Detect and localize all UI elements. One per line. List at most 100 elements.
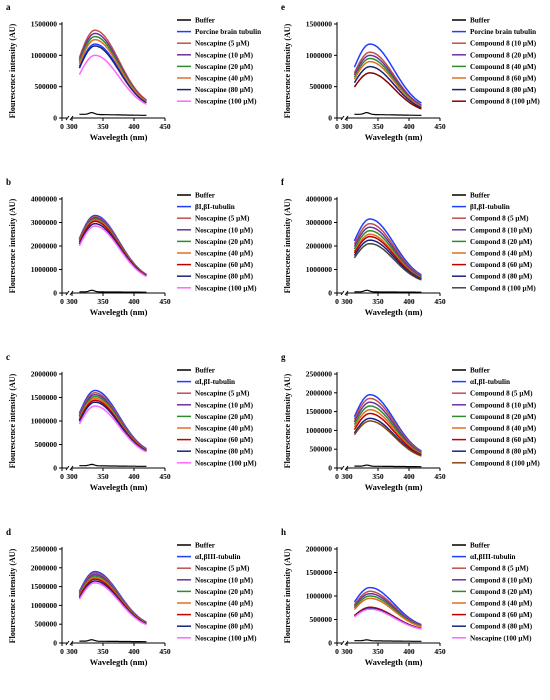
y-tick-label: 1500000 bbox=[31, 393, 58, 402]
legend-label: αI,βIII-tubulin bbox=[470, 553, 516, 561]
series-line bbox=[353, 226, 422, 278]
y-tick-label: 2000000 bbox=[306, 242, 333, 251]
y-tick-label: 1000000 bbox=[31, 417, 58, 426]
legend-label: Buffer bbox=[195, 542, 216, 550]
series-line bbox=[353, 235, 422, 280]
y-tick-label: 2500000 bbox=[31, 545, 58, 554]
legend-label: Noscapine (40 μM) bbox=[195, 425, 254, 433]
legend-label: Compond 8 (100 μM) bbox=[470, 284, 536, 292]
x-axis-break bbox=[65, 115, 70, 121]
x-tick-label: 300 bbox=[66, 472, 78, 481]
x-tick-label: 300 bbox=[341, 472, 353, 481]
y-tick-label: 1000000 bbox=[31, 601, 58, 610]
y-axis-label: Flourescence intensity (AU) bbox=[283, 548, 292, 643]
x-tick-label: 400 bbox=[128, 122, 140, 131]
x-tick-label: 400 bbox=[128, 297, 140, 306]
legend-label: Noscapine (40 μM) bbox=[195, 75, 254, 83]
series-line bbox=[353, 54, 422, 107]
chart-panel-f: f Flourescence intensity (AU) 0 1000000 2000… bbox=[281, 177, 536, 317]
x-axis-break bbox=[65, 290, 70, 296]
x-tick-label: 0 bbox=[60, 297, 64, 306]
x-axis-label: Wavelegth (nm) bbox=[90, 307, 148, 317]
x-tick-label: 400 bbox=[128, 472, 140, 481]
series-line bbox=[353, 405, 422, 454]
x-tick-label: 450 bbox=[434, 647, 446, 656]
x-tick-label: 350 bbox=[372, 297, 384, 306]
series-line bbox=[79, 639, 147, 643]
series-line bbox=[353, 597, 422, 628]
panel-label: g bbox=[281, 352, 286, 362]
x-tick-label: 300 bbox=[341, 297, 353, 306]
y-tick-label: 0 bbox=[328, 464, 332, 473]
y-tick-label: 500000 bbox=[35, 440, 58, 449]
legend-label: Noscapine (60 μM) bbox=[195, 611, 254, 619]
legend-label: Compond 8 (40 μM) bbox=[470, 600, 533, 608]
x-axis-label: Wavelegth (nm) bbox=[365, 657, 423, 667]
y-axis-label: Flourescence intensity (AU) bbox=[283, 23, 292, 118]
legend-label: Compond 8 (60 μM) bbox=[470, 261, 533, 269]
series-line bbox=[79, 111, 147, 116]
legend-label: Noscapine (60 μM) bbox=[195, 261, 254, 269]
panel-label: c bbox=[6, 352, 10, 362]
y-tick-label: 0 bbox=[328, 289, 332, 298]
x-tick-label: 400 bbox=[403, 647, 415, 656]
legend-label: βI,βI-tubulin bbox=[195, 203, 235, 211]
legend-label: Noscapine (80 μM) bbox=[195, 273, 254, 281]
legend-label: Compound 8 (10 μM) bbox=[470, 40, 537, 48]
x-tick-label: 0 bbox=[60, 647, 64, 656]
y-tick-label: 500000 bbox=[35, 620, 58, 629]
legend-label: Noscapine (100 μM) bbox=[195, 634, 257, 642]
x-tick-label: 400 bbox=[128, 647, 140, 656]
y-tick-label: 1000000 bbox=[31, 51, 58, 60]
y-axis-label: Flourescence intensity (AU) bbox=[8, 373, 17, 468]
legend-label: Compond 8 (20 μM) bbox=[470, 588, 533, 596]
x-tick-label: 300 bbox=[341, 122, 353, 131]
legend-label: Porcine brain tubulin bbox=[470, 28, 536, 36]
x-tick-label: 350 bbox=[97, 647, 109, 656]
y-tick-label: 1000000 bbox=[306, 426, 333, 435]
x-tick-label: 0 bbox=[60, 122, 64, 131]
series-line bbox=[353, 242, 422, 281]
legend-label: Noscapine (20 μM) bbox=[195, 238, 254, 246]
legend-label: Compound 8 (100 μM) bbox=[470, 98, 540, 106]
x-tick-label: 350 bbox=[372, 647, 384, 656]
y-axis-label: Flourescence intensity (AU) bbox=[283, 198, 292, 293]
y-tick-label: 2000000 bbox=[306, 545, 333, 554]
legend-label: Compond 8 (80 μM) bbox=[470, 273, 533, 281]
legend-label: Noscapine (5 μM) bbox=[195, 390, 250, 398]
series-line bbox=[353, 397, 422, 453]
legend-label: Noscapine (5 μM) bbox=[195, 215, 250, 223]
series-line bbox=[78, 29, 147, 101]
y-tick-label: 0 bbox=[328, 114, 332, 123]
series-line bbox=[353, 43, 422, 104]
legend-label: Compound 8 (60 μM) bbox=[470, 75, 537, 83]
legend-label: Noscapine (80 μM) bbox=[195, 448, 254, 456]
x-axis-label: Wavelegth (nm) bbox=[90, 132, 148, 142]
series-line bbox=[354, 464, 422, 468]
y-tick-label: 0 bbox=[53, 289, 57, 298]
legend-label: Buffer bbox=[470, 367, 491, 375]
y-axis-label: Flourescence intensity (AU) bbox=[8, 548, 17, 643]
y-tick-label: 1000000 bbox=[306, 265, 333, 274]
chart-panel-h: h Flourescence intensity (AU) 0 500000 10000… bbox=[281, 527, 533, 667]
x-tick-label: 450 bbox=[159, 472, 171, 481]
legend-label: Compond 8 (20 μM) bbox=[470, 238, 533, 246]
legend-label: Buffer bbox=[195, 17, 216, 25]
series-line bbox=[353, 60, 422, 108]
series-line bbox=[78, 54, 147, 105]
legend-label: Noscapine (20 μM) bbox=[195, 588, 254, 596]
series-line bbox=[353, 408, 422, 455]
y-tick-label: 1000000 bbox=[31, 265, 58, 274]
x-axis-break bbox=[340, 115, 345, 121]
x-tick-label: 450 bbox=[159, 647, 171, 656]
legend-label: Buffer bbox=[195, 367, 216, 375]
series-line bbox=[78, 225, 147, 278]
panel-label: a bbox=[6, 2, 11, 12]
y-tick-label: 3000000 bbox=[306, 218, 333, 227]
x-tick-label: 0 bbox=[60, 472, 64, 481]
y-axis-label: Flourescence intensity (AU) bbox=[283, 373, 292, 468]
legend-label: Noscapine (5 μM) bbox=[195, 565, 250, 573]
series-line bbox=[79, 289, 147, 293]
panel-label: b bbox=[6, 177, 11, 187]
